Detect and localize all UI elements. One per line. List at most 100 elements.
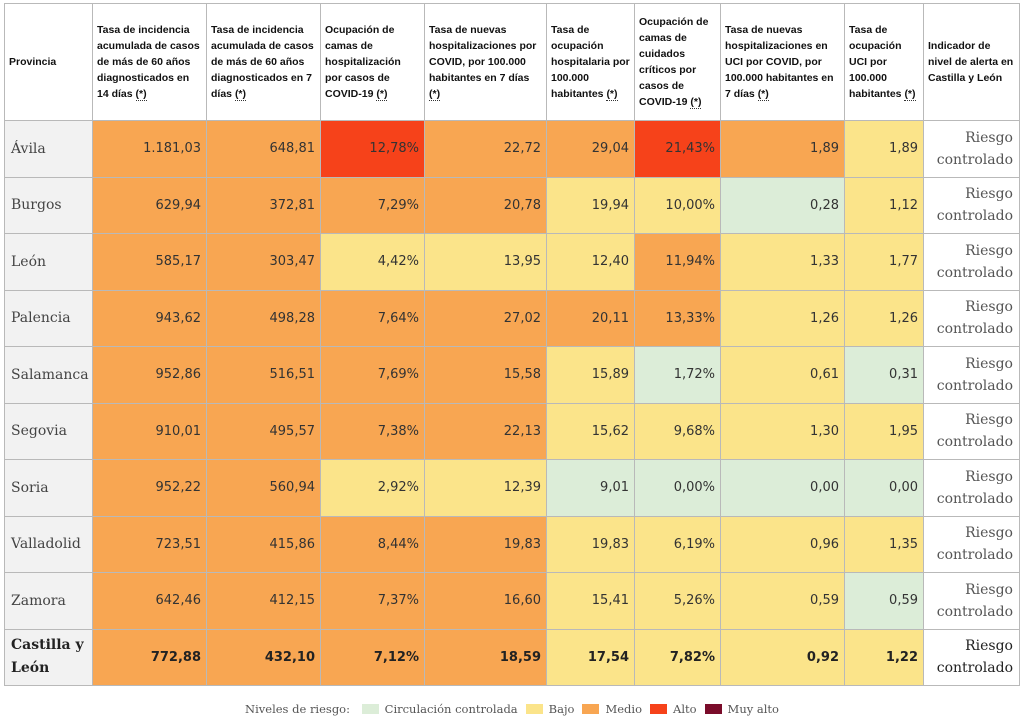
table-row: Ávila 1.181,03 648,81 12,78% 22,72 29,04 21,43… [4, 120, 1020, 178]
indicator-cell: 372,81 [206, 176, 321, 234]
indicator-cell: 1,26 [720, 289, 845, 347]
indicator-cell: 7,37% [320, 572, 425, 630]
column-header: Indicador de nivel de alerta en Castilla… [923, 3, 1020, 121]
legend-label: Muy alto [727, 702, 779, 716]
footnote-marker[interactable]: (*) [904, 88, 916, 101]
alert-level: Riesgo controlado [923, 572, 1020, 630]
legend-item: Muy alto [704, 702, 779, 716]
indicator-cell: 516,51 [206, 346, 321, 404]
indicator-cell: 19,83 [546, 515, 635, 573]
indicator-cell: 0,92 [720, 628, 845, 686]
table-row: Castilla y León 772,88 432,10 7,12% 18,59 17,… [4, 628, 1020, 686]
indicator-cell: 15,41 [546, 572, 635, 630]
indicator-cell: 11,94% [634, 233, 721, 291]
footnote-marker[interactable]: (*) [135, 88, 147, 101]
indicator-cell: 585,17 [92, 233, 207, 291]
column-header-text: Tasa de nuevas hospitalizaciones en UCI … [725, 24, 834, 100]
footnote-marker[interactable]: (*) [690, 96, 702, 109]
legend-item: Bajo [525, 702, 575, 716]
alert-level: Riesgo controlado [923, 628, 1020, 686]
province-name: León [4, 233, 93, 291]
alert-level: Riesgo controlado [923, 233, 1020, 291]
indicator-cell: 9,01 [546, 459, 635, 517]
indicator-cell: 4,42% [320, 233, 425, 291]
alert-level: Riesgo controlado [923, 120, 1020, 178]
table-row: Soria 952,22 560,94 2,92% 12,39 9,01 0,00% 0,00… [4, 459, 1020, 517]
indicator-cell: 7,12% [320, 628, 425, 686]
indicator-cell: 952,86 [92, 346, 207, 404]
column-header-text: Provincia [9, 56, 57, 68]
indicator-cell: 1,30 [720, 402, 845, 460]
indicator-cell: 7,82% [634, 628, 721, 686]
indicator-cell: 432,10 [206, 628, 321, 686]
indicator-cell: 2,92% [320, 459, 425, 517]
indicator-cell: 7,64% [320, 289, 425, 347]
indicator-cell: 6,19% [634, 515, 721, 573]
province-name: Soria [4, 459, 93, 517]
indicator-cell: 5,26% [634, 572, 721, 630]
footnote-marker[interactable]: (*) [234, 88, 247, 101]
indicator-cell: 15,89 [546, 346, 635, 404]
indicator-cell: 29,04 [546, 120, 635, 178]
footnote-marker[interactable]: (*) [757, 88, 769, 101]
indicator-cell: 1,77 [844, 233, 924, 291]
indicator-cell: 952,22 [92, 459, 207, 517]
indicator-cell: 20,78 [424, 176, 547, 234]
alert-level: Riesgo controlado [923, 459, 1020, 517]
indicator-cell: 12,40 [546, 233, 635, 291]
province-name: Ávila [4, 120, 93, 178]
indicator-cell: 0,28 [720, 176, 845, 234]
column-header-text: Tasa de ocupación UCI por 100.000 habita… [849, 24, 905, 100]
indicator-cell: 12,39 [424, 459, 547, 517]
indicator-cell: 1,35 [844, 515, 924, 573]
indicator-cell: 13,33% [634, 289, 721, 347]
legend-label: Medio [605, 702, 643, 716]
footnote-marker[interactable]: (*) [606, 88, 618, 101]
province-name: Burgos [4, 176, 93, 234]
footnote-marker[interactable]: (*) [429, 88, 441, 101]
province-name: Zamora [4, 572, 93, 630]
column-header-text: Tasa de incidencia acumulada de casos de… [97, 24, 200, 100]
indicator-cell: 723,51 [92, 515, 207, 573]
column-header: Tasa de incidencia acumulada de casos de… [92, 3, 207, 121]
legend-item: Circulación controlada [361, 702, 518, 716]
indicator-cell: 7,29% [320, 176, 425, 234]
column-header: Ocupación de camas de hospitalización po… [320, 3, 425, 121]
column-header-text: Tasa de ocupación hospitalaria por 100.0… [551, 24, 630, 100]
province-name: Palencia [4, 289, 93, 347]
indicator-cell: 27,02 [424, 289, 547, 347]
alert-level: Riesgo controlado [923, 346, 1020, 404]
table-row: Burgos 629,94 372,81 7,29% 20,78 19,94 10,00% 0… [4, 176, 1020, 234]
legend-item: Alto [650, 702, 697, 716]
indicator-cell: 495,57 [206, 402, 321, 460]
indicator-cell: 1,89 [844, 120, 924, 178]
indicator-cell: 498,28 [206, 289, 321, 347]
legend-swatch [704, 704, 722, 714]
indicator-cell: 20,11 [546, 289, 635, 347]
footnote-marker[interactable]: (*) [376, 88, 388, 101]
indicator-cell: 1,22 [844, 628, 924, 686]
alert-level: Riesgo controlado [923, 176, 1020, 234]
table-row: Palencia 943,62 498,28 7,64% 27,02 20,11 13,33… [4, 289, 1020, 347]
indicator-cell: 8,44% [320, 515, 425, 573]
indicator-cell: 16,60 [424, 572, 547, 630]
indicator-cell: 642,46 [92, 572, 207, 630]
alert-level: Riesgo controlado [923, 515, 1020, 573]
column-header: Tasa de nuevas hospitalizaciones por COV… [424, 3, 547, 121]
risk-indicators-table: Provincia Tasa de incidencia acumulada de… [4, 3, 1020, 686]
indicator-cell: 1,89 [720, 120, 845, 178]
legend-label: Bajo [548, 702, 575, 716]
indicator-cell: 415,86 [206, 515, 321, 573]
indicator-cell: 22,72 [424, 120, 547, 178]
column-header-text: Ocupación de camas de cuidados críticos … [639, 16, 709, 108]
indicator-cell: 1,72% [634, 346, 721, 404]
legend-item: Medio [582, 702, 642, 716]
legend-swatch [582, 704, 600, 714]
column-header-text: Ocupación de camas de hospitalización po… [325, 24, 401, 100]
indicator-cell: 22,13 [424, 402, 547, 460]
legend-label: Circulación controlada [384, 702, 518, 716]
indicator-cell: 1,95 [844, 402, 924, 460]
legend-swatch [650, 704, 668, 714]
table-body: Ávila 1.181,03 648,81 12,78% 22,72 29,04 21,43… [4, 120, 1020, 686]
indicator-cell: 412,15 [206, 572, 321, 630]
